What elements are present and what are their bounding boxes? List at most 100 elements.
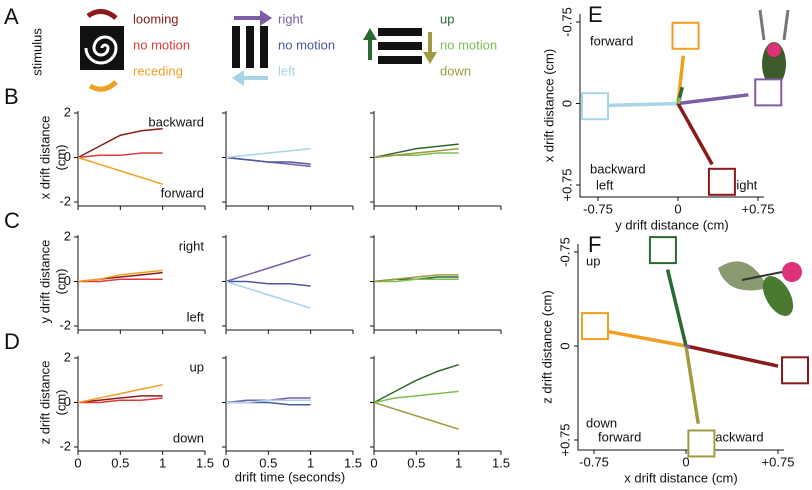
x-tick-label: 0 xyxy=(222,455,229,470)
bird-icons xyxy=(718,9,802,316)
x-tick-label: 0.5 xyxy=(111,455,129,470)
stimulus-badge xyxy=(648,236,677,265)
x-axis-label: drift time (seconds) xyxy=(235,469,346,484)
annotation: forward xyxy=(598,429,641,444)
y-axis-label: z drift distance (cm) xyxy=(539,290,554,403)
stimulus-item: receding xyxy=(133,63,183,78)
trace xyxy=(373,390,459,404)
panel-label: B xyxy=(4,84,19,109)
x-tick-label: 0 xyxy=(682,454,689,469)
annotation: backward xyxy=(708,429,764,444)
stimulus-badge xyxy=(581,92,609,121)
stimulus-icons xyxy=(80,9,437,92)
y-tick-label: -0.75 xyxy=(557,237,572,267)
annotation: down xyxy=(173,430,204,445)
x-tick-label: +0.75 xyxy=(762,454,795,469)
y-tick-label: 0 xyxy=(557,342,572,349)
y-tick-label: -2 xyxy=(59,317,71,332)
y-tick-label: +0.75 xyxy=(559,169,574,202)
trace xyxy=(78,278,163,283)
y-axis-label: y drift distance xyxy=(37,240,52,324)
x-tick-label: 1.5 xyxy=(492,455,510,470)
drift-vector xyxy=(597,327,687,348)
panel-label: F xyxy=(588,232,601,257)
stimulus-badge xyxy=(754,78,783,107)
trace xyxy=(77,156,163,185)
drift-vector xyxy=(685,344,691,349)
x-tick-label: -0.75 xyxy=(579,454,609,469)
trace xyxy=(77,152,163,159)
annotation: right xyxy=(179,238,205,253)
annotation: forward xyxy=(161,185,204,200)
trace xyxy=(373,274,459,283)
y-tick-label: -2 xyxy=(59,193,71,208)
x-tick-label: -0.75 xyxy=(583,201,613,216)
x-tick-label: 0 xyxy=(74,455,81,470)
trace xyxy=(226,399,311,404)
drift-vector xyxy=(676,97,682,105)
y-tick-label: 0 xyxy=(64,273,71,288)
x-tick-label: 0 xyxy=(370,455,377,470)
annotation: up xyxy=(190,359,204,374)
axis xyxy=(373,111,501,207)
axis xyxy=(579,14,764,198)
y-axis-label: x drift distance xyxy=(37,116,52,200)
y-axis-unit: (cm) xyxy=(53,145,68,171)
trace xyxy=(373,143,459,159)
stimulus-badge xyxy=(687,429,716,458)
trace xyxy=(77,395,163,404)
trace xyxy=(374,278,459,283)
drift-vector xyxy=(685,344,779,368)
trace xyxy=(78,397,163,404)
trace xyxy=(373,363,459,404)
x-tick-label: 0 xyxy=(674,201,681,216)
y-tick-label: -2 xyxy=(59,438,71,453)
panel-label: D xyxy=(4,329,20,354)
stimulus-label: stimulus xyxy=(29,28,44,76)
x-tick-label: 1 xyxy=(307,455,314,470)
annotation: left xyxy=(596,177,614,192)
trace xyxy=(77,127,163,159)
y-axis-unit: (cm) xyxy=(53,390,68,416)
trace xyxy=(225,147,311,159)
x-tick-label: +0.75 xyxy=(742,201,775,216)
stimulus-badge xyxy=(671,21,700,50)
trace xyxy=(225,254,311,283)
x-tick-label: 0.5 xyxy=(259,455,277,470)
trace xyxy=(373,401,459,430)
stimulus-item: looming xyxy=(133,11,179,26)
stimulus-item: up xyxy=(440,11,454,26)
y-tick-label: 2 xyxy=(64,349,71,364)
y-tick-label: 0 xyxy=(64,149,71,164)
axis xyxy=(373,356,501,452)
annotation: up xyxy=(586,253,600,268)
x-axis-label: x drift distance (cm) xyxy=(624,470,737,485)
stimulus-item: no motion xyxy=(440,37,497,52)
stimulus-item: no motion xyxy=(278,37,335,52)
drift-vector xyxy=(677,93,749,106)
x-tick-label: 1.5 xyxy=(344,455,362,470)
drift-vector xyxy=(676,102,714,166)
y-tick-label: -0.75 xyxy=(559,7,574,37)
trace xyxy=(373,147,459,159)
drift-vector xyxy=(665,269,688,347)
y-tick-label: 2 xyxy=(64,104,71,119)
trace xyxy=(77,269,163,283)
y-axis-label: x drift distance (cm) xyxy=(541,49,556,162)
trace xyxy=(225,156,311,165)
y-tick-label: 2 xyxy=(64,228,71,243)
annotation: down xyxy=(586,415,617,430)
x-tick-label: 1 xyxy=(455,455,462,470)
axis xyxy=(225,111,353,207)
y-axis-unit: (cm) xyxy=(53,269,68,295)
annotation: right xyxy=(732,177,758,192)
annotation: left xyxy=(187,309,205,324)
x-tick-label: 1.5 xyxy=(196,455,214,470)
drift-vector xyxy=(684,345,700,424)
stimulus-item: right xyxy=(278,11,304,26)
stimulus-item: left xyxy=(278,63,296,78)
x-tick-label: 1 xyxy=(159,455,166,470)
y-tick-label: +0.75 xyxy=(557,424,572,457)
y-tick-label: 0 xyxy=(64,394,71,409)
trace xyxy=(226,280,311,287)
